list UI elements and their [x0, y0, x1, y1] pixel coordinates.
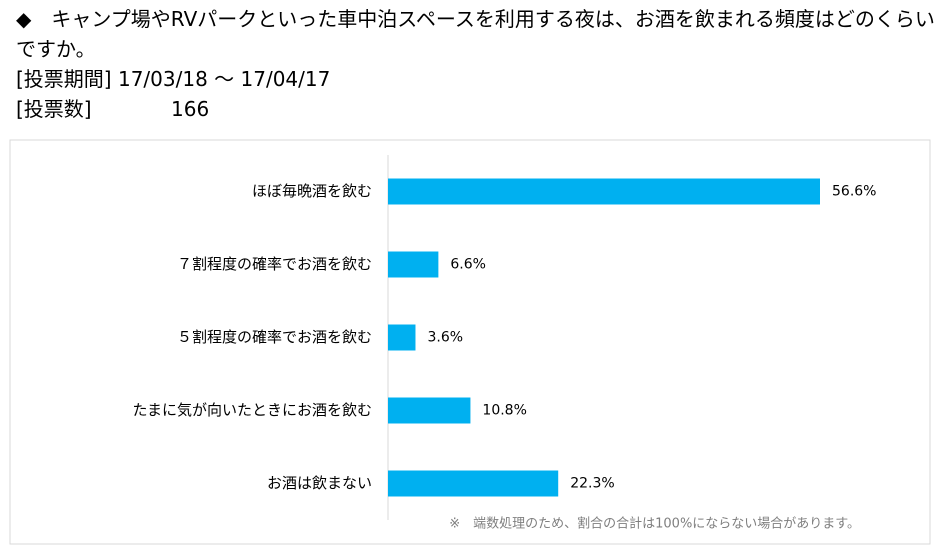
value-label: 10.8%: [482, 403, 526, 419]
category-label: ５割程度の確率でお酒を飲む: [177, 328, 372, 346]
period: 17/03/18 ～ 17/04/17: [117, 67, 331, 91]
bar: [388, 178, 820, 205]
category-label: ７割程度の確率でお酒を飲む: [177, 255, 372, 273]
footnote: ※ 端数処理のため、割合の合計は100%にならない場合があります。: [449, 516, 860, 532]
bar: [388, 470, 559, 497]
value-label: 56.6%: [832, 184, 876, 200]
category-label: お酒は飲まない: [267, 474, 372, 492]
bar: [388, 324, 416, 351]
value-label: 3.6%: [427, 330, 463, 346]
value-label: 6.6%: [450, 257, 486, 273]
question: ◆ キャンプ場やRVパークといった車中泊スペースを利用する夜は、お酒を飲まれる頻…: [16, 7, 935, 61]
category-label: ほぼ毎晩酒を飲む: [252, 182, 372, 200]
chart-frame: [9, 139, 931, 545]
period-label: [投票期間]: [16, 67, 112, 91]
header: ◆ キャンプ場やRVパークといった車中泊スペースを利用する夜は、お酒を飲まれる頻…: [16, 4, 936, 124]
votes: 166: [171, 97, 210, 121]
votes-label: [投票数]: [16, 97, 92, 121]
value-label: 22.3%: [570, 476, 614, 492]
category-label: たまに気が向いたときにお酒を飲む: [132, 401, 372, 419]
bar: [388, 397, 471, 424]
bar: [388, 251, 439, 278]
period-row: [投票期間] 17/03/18 ～ 17/04/17: [16, 64, 936, 94]
votes-row: [投票数] 166: [16, 94, 936, 124]
